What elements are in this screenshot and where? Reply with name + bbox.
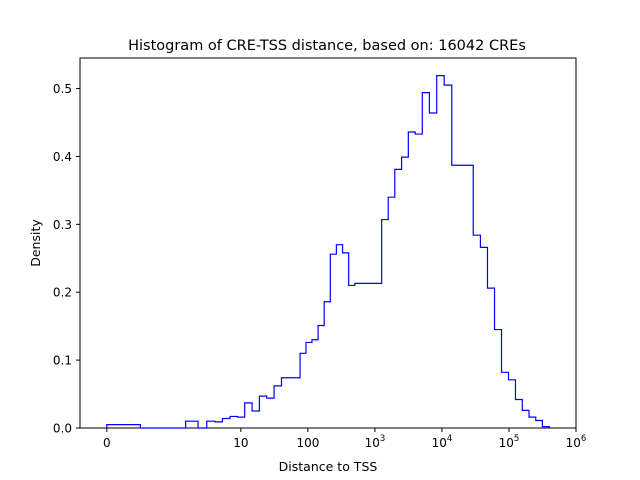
x-tick-label: 106: [566, 434, 587, 450]
plot-area-frame: [79, 57, 577, 429]
x-axis-label: Distance to TSS: [279, 459, 378, 474]
y-tick-label: 0.0: [53, 422, 72, 436]
y-tick-label: 0.1: [53, 354, 72, 368]
x-axis: 0 10 100 103 104 105 106: [103, 428, 586, 450]
y-axis: 0.0 0.1 0.2 0.3 0.4 0.5: [53, 82, 80, 436]
x-tick-label: 103: [365, 434, 386, 450]
histogram-step-line: [106, 75, 550, 429]
y-axis-label: Density: [28, 219, 43, 267]
x-tick-label: 10: [233, 436, 248, 450]
y-tick-label: 0.5: [53, 82, 72, 96]
x-tick-label: 0: [103, 436, 111, 450]
x-tick-label: 104: [432, 434, 453, 450]
y-tick-label: 0.2: [53, 286, 72, 300]
x-tick-label: 100: [296, 436, 319, 450]
x-tick-label: 105: [499, 434, 520, 450]
y-tick-label: 0.4: [53, 150, 72, 164]
chart-title: Histogram of CRE-TSS distance, based on:…: [128, 38, 526, 54]
y-tick-label: 0.3: [53, 218, 72, 232]
